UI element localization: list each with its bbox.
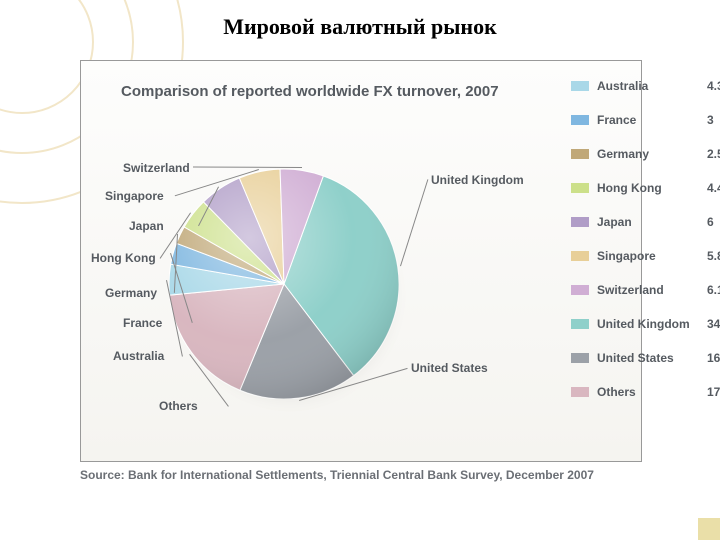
legend-row: Switzerland6.1 <box>571 283 720 297</box>
legend-row: United Kingdom34.1 <box>571 317 720 331</box>
legend-swatch <box>571 319 589 329</box>
legend-swatch <box>571 285 589 295</box>
legend-value: 4.3 <box>707 79 720 93</box>
callout-label: Switzerland <box>123 161 190 175</box>
legend-value: 5.8 <box>707 249 720 263</box>
chart-title: Comparison of reported worldwide FX turn… <box>121 83 499 100</box>
legend-label: Australia <box>597 79 707 93</box>
legend-row: Japan6 <box>571 215 720 229</box>
legend-value: 3 <box>707 113 720 127</box>
legend-label: Others <box>597 385 707 399</box>
page-title: Мировой валютный рынок <box>0 14 720 40</box>
legend-row: Hong Kong4.4 <box>571 181 720 195</box>
callout-label: Others <box>159 399 198 413</box>
legend-swatch <box>571 217 589 227</box>
legend-swatch <box>571 115 589 125</box>
legend-label: Singapore <box>597 249 707 263</box>
callout-label: Japan <box>129 219 164 233</box>
legend: Australia4.3France3Germany2.5Hong Kong4.… <box>571 79 720 419</box>
pie-svg <box>169 169 399 399</box>
legend-label: United Kingdom <box>597 317 707 331</box>
legend-row: Others17.2 <box>571 385 720 399</box>
callout-line <box>400 180 428 267</box>
legend-row: Australia4.3 <box>571 79 720 93</box>
source-text: Source: Bank for International Settlemen… <box>80 468 594 482</box>
legend-swatch <box>571 251 589 261</box>
legend-row: Singapore5.8 <box>571 249 720 263</box>
callout-label: Germany <box>105 286 157 300</box>
legend-value: 2.5 <box>707 147 720 161</box>
legend-label: Germany <box>597 147 707 161</box>
callout-label: France <box>123 316 162 330</box>
pie-chart <box>169 169 399 399</box>
legend-swatch <box>571 81 589 91</box>
legend-swatch <box>571 183 589 193</box>
legend-label: France <box>597 113 707 127</box>
legend-label: Hong Kong <box>597 181 707 195</box>
legend-swatch <box>571 353 589 363</box>
legend-label: Switzerland <box>597 283 707 297</box>
legend-row: France3 <box>571 113 720 127</box>
legend-swatch <box>571 387 589 397</box>
legend-value: 6.1 <box>707 283 720 297</box>
callout-label: United Kingdom <box>431 173 524 187</box>
legend-swatch <box>571 149 589 159</box>
legend-value: 16.6 <box>707 351 720 365</box>
legend-value: 17.2 <box>707 385 720 399</box>
legend-row: United States16.6 <box>571 351 720 365</box>
legend-value: 4.4 <box>707 181 720 195</box>
callout-label: Hong Kong <box>91 251 156 265</box>
callout-label: Australia <box>113 349 164 363</box>
callout-label: Singapore <box>105 189 164 203</box>
legend-value: 6 <box>707 215 720 229</box>
legend-label: Japan <box>597 215 707 229</box>
callout-label: United States <box>411 361 488 375</box>
legend-row: Germany2.5 <box>571 147 720 161</box>
legend-value: 34.1 <box>707 317 720 331</box>
decor-corner <box>696 516 720 540</box>
legend-label: United States <box>597 351 707 365</box>
chart-container: Comparison of reported worldwide FX turn… <box>80 60 642 462</box>
